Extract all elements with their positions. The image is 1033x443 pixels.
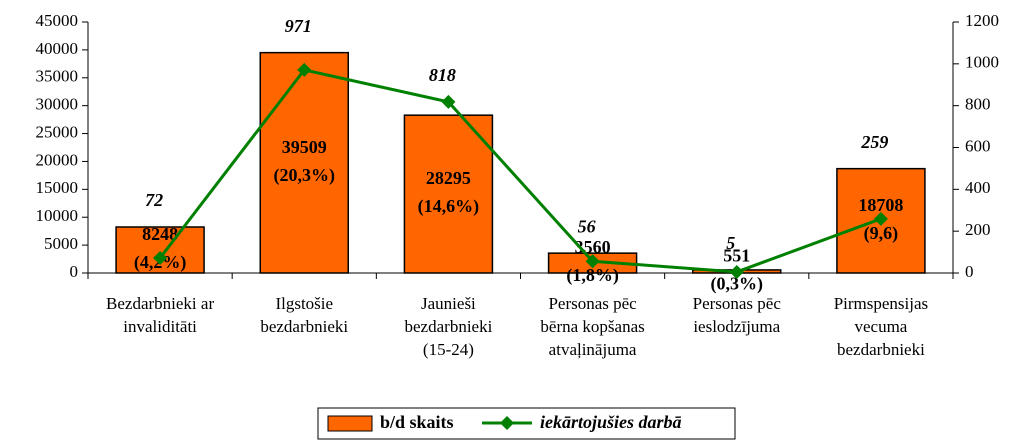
y2-tick-label: 1200	[965, 11, 999, 30]
y2-tick-label: 200	[965, 220, 991, 239]
x-tick-label: Jaunieši	[421, 294, 476, 313]
bar	[115, 226, 205, 274]
x-tick-label: bezdarbnieki	[405, 317, 493, 336]
bar-percent-label: (14,6%)	[418, 196, 480, 217]
line-value-label: 5	[726, 233, 735, 253]
y2-tick-label: 600	[965, 136, 991, 155]
y2-tick-label: 0	[965, 262, 974, 281]
legend-swatch	[327, 415, 373, 432]
line-marker	[873, 211, 888, 226]
legend-box	[317, 407, 736, 440]
x-tick-label: atvaļinājuma	[549, 340, 637, 359]
bar-value-label: 8248	[142, 224, 178, 244]
line-value-label: 56	[578, 216, 596, 236]
y-tick-label: 25000	[36, 122, 79, 141]
x-tick-label: (15-24)	[423, 340, 474, 359]
y2-tick-label: 400	[965, 178, 991, 197]
bar-value-label: 18708	[858, 195, 903, 215]
line	[158, 68, 882, 274]
y2-tick-label: 1000	[965, 53, 999, 72]
bar	[259, 51, 349, 274]
line-marker	[585, 254, 600, 269]
legend-label: b/d skaits	[380, 412, 454, 432]
x-tick-label: Pirmspensijas	[834, 294, 928, 313]
bars	[115, 51, 926, 274]
y2-tick-label: 800	[965, 95, 991, 114]
x-tick-label: Ilgstošie	[275, 294, 333, 313]
bar-value-label: 28295	[426, 168, 471, 188]
line-marker	[729, 264, 744, 279]
x-tick-label: bezdarbnieki	[837, 340, 925, 359]
y-tick-label: 35000	[36, 67, 79, 86]
bar-value-label: 39509	[282, 137, 327, 157]
y-tick-label: 5000	[44, 234, 78, 253]
x-tick-label: invaliditāti	[123, 317, 197, 336]
line-value-label: 971	[285, 16, 312, 36]
line-marker	[297, 62, 312, 77]
bar	[836, 167, 926, 274]
x-tick-label: ieslodzījuma	[693, 317, 780, 336]
legend-marker	[500, 416, 514, 430]
bar-value-label: 551	[723, 246, 750, 266]
y-tick-label: 0	[70, 262, 79, 281]
y-tick-label: 45000	[36, 11, 79, 30]
y-tick-label: 20000	[36, 150, 79, 169]
legend-label: iekārtojušies darbā	[540, 412, 682, 432]
x-tick-label: Personas pēc	[548, 294, 637, 313]
bar	[403, 114, 494, 274]
bar-percent-label: (1,8%)	[566, 265, 619, 286]
line-value-label: 72	[145, 190, 163, 210]
line-value-label: 259	[860, 132, 888, 152]
bar-percent-label: (0,3%)	[711, 274, 764, 295]
y-tick-label: 10000	[36, 206, 79, 225]
y-tick-label: 30000	[36, 95, 79, 114]
y-tick-label: 15000	[36, 178, 79, 197]
x-tick-label: Personas pēc	[693, 294, 782, 313]
line-marker	[441, 94, 456, 109]
bar-percent-label: (9,6)	[864, 223, 899, 244]
bar-percent-label: (20,3%)	[274, 165, 336, 186]
x-tick-label: Bezdarbnieki ar	[106, 294, 214, 313]
y-tick-label: 40000	[36, 39, 79, 58]
line-marker	[153, 250, 168, 265]
x-tick-label: vecuma	[854, 317, 907, 336]
x-tick-label: bērna kopšanas	[540, 317, 644, 336]
line-value-label: 818	[429, 65, 456, 85]
x-tick-label: bezdarbnieki	[260, 317, 348, 336]
